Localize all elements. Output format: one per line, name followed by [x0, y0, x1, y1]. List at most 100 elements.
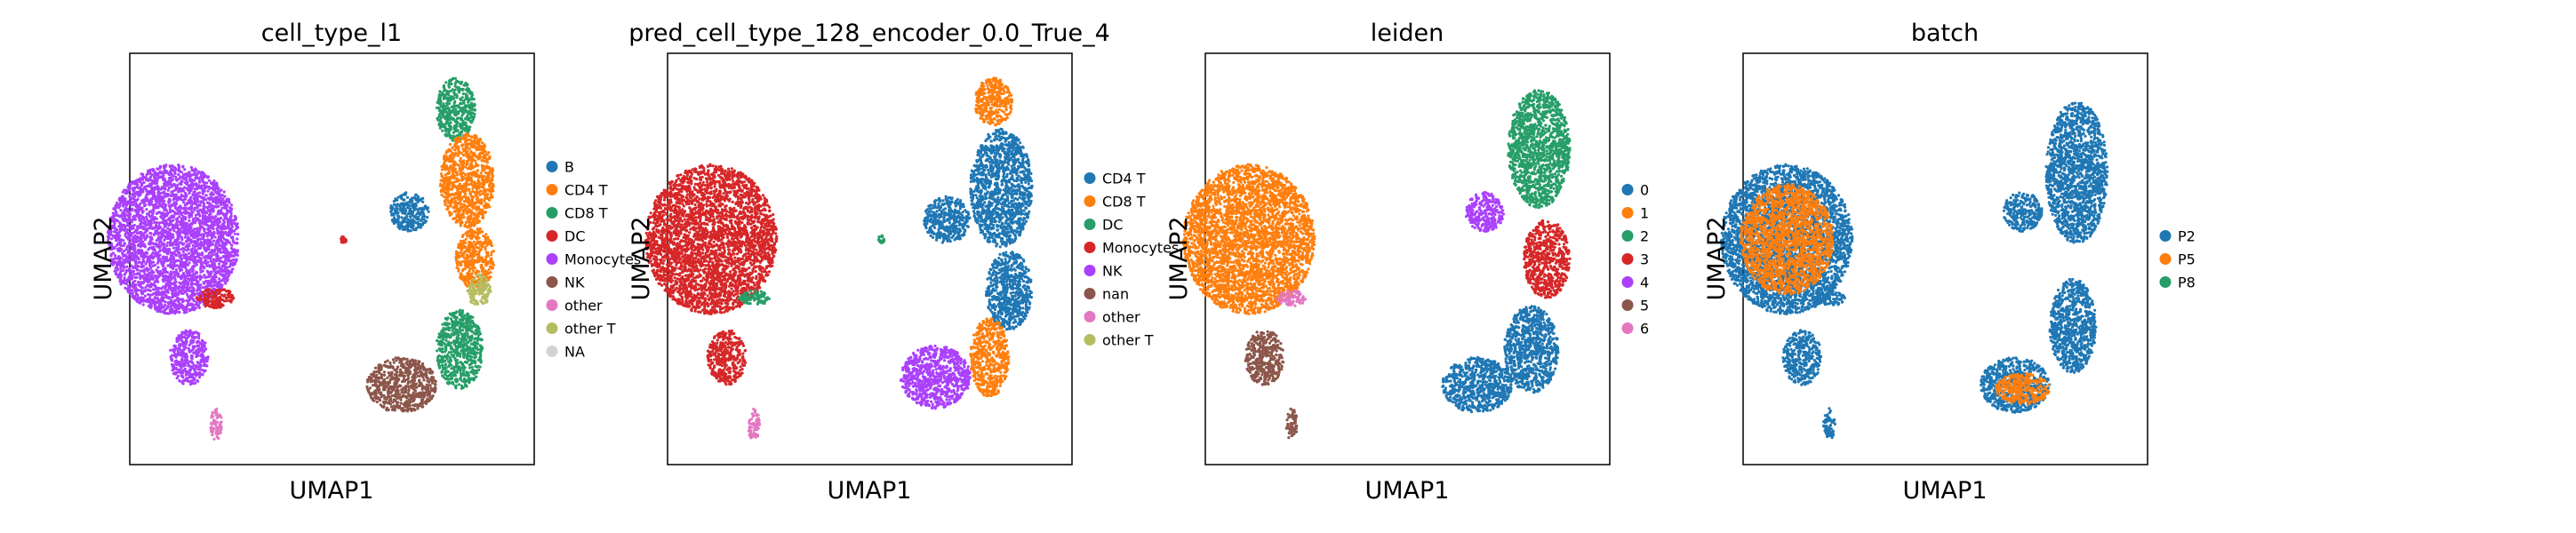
data-point	[181, 342, 185, 346]
data-point	[163, 250, 166, 254]
data-point	[123, 261, 127, 265]
data-point	[235, 242, 238, 245]
data-point	[454, 80, 458, 84]
data-point	[209, 282, 212, 286]
data-point	[141, 210, 145, 213]
data-point	[149, 282, 153, 285]
data-point	[120, 214, 124, 218]
data-point	[194, 201, 198, 204]
data-point	[155, 186, 158, 189]
data-point	[172, 174, 175, 178]
data-point	[139, 179, 142, 182]
data-point	[159, 239, 163, 243]
data-point	[126, 207, 130, 211]
data-point	[124, 232, 127, 235]
data-point	[436, 106, 440, 109]
data-point	[203, 240, 206, 243]
data-point	[220, 293, 224, 297]
data-point	[213, 409, 217, 412]
data-point	[188, 364, 191, 368]
data-point	[218, 423, 221, 426]
data-point	[221, 212, 225, 216]
data-point	[466, 114, 469, 117]
data-point	[220, 256, 223, 259]
data-point	[141, 282, 145, 285]
data-point	[195, 174, 198, 178]
data-point	[172, 266, 175, 271]
data-point	[219, 209, 223, 212]
data-point	[132, 281, 135, 284]
data-point	[468, 99, 471, 102]
data-point	[196, 344, 199, 347]
data-point	[190, 187, 194, 190]
data-point	[230, 263, 235, 266]
data-point	[156, 206, 160, 210]
data-point	[169, 172, 172, 176]
data-point	[152, 205, 156, 209]
data-point	[191, 254, 195, 258]
data-point	[185, 354, 188, 358]
data-point	[185, 210, 188, 213]
data-point	[153, 216, 156, 219]
data-point	[158, 246, 162, 250]
data-point	[203, 301, 207, 305]
data-point	[449, 95, 452, 99]
data-point	[135, 237, 139, 241]
data-point	[194, 213, 197, 217]
data-point	[216, 257, 220, 260]
data-point	[145, 179, 148, 182]
data-point	[461, 120, 465, 123]
data-point	[145, 266, 148, 270]
data-point	[170, 236, 173, 240]
data-point	[117, 206, 121, 210]
data-point	[134, 259, 138, 263]
data-point	[447, 102, 452, 106]
data-point	[155, 290, 158, 295]
data-point	[131, 226, 134, 229]
data-point	[117, 259, 122, 262]
data-point	[187, 184, 190, 187]
data-point	[135, 275, 139, 279]
data-point	[153, 274, 157, 278]
data-point	[452, 101, 456, 105]
data-point	[217, 289, 220, 292]
data-point	[179, 235, 182, 238]
data-point	[203, 286, 206, 290]
data-point	[192, 287, 196, 290]
data-point	[177, 259, 180, 262]
data-point	[211, 410, 214, 414]
data-point	[149, 254, 153, 258]
data-point	[453, 76, 457, 80]
data-point	[172, 183, 175, 187]
data-point	[447, 109, 451, 113]
data-point	[489, 193, 493, 196]
data-point	[198, 176, 202, 179]
data-point	[116, 203, 119, 207]
data-point	[210, 430, 213, 434]
data-point	[228, 216, 232, 219]
data-point	[133, 298, 137, 301]
data-point	[194, 381, 197, 385]
data-point	[455, 129, 459, 133]
data-point	[188, 206, 191, 210]
data-point	[212, 227, 215, 231]
data-point	[487, 185, 492, 188]
data-point	[472, 97, 476, 101]
data-point	[193, 369, 196, 372]
data-point	[150, 274, 154, 277]
data-point	[173, 204, 177, 208]
data-point	[481, 141, 484, 145]
data-point	[189, 283, 194, 287]
data-point	[150, 226, 154, 229]
data-point	[215, 202, 219, 205]
data-point	[122, 239, 125, 243]
data-point	[174, 268, 178, 272]
data-point	[139, 277, 142, 281]
data-point	[195, 373, 198, 377]
data-point	[123, 219, 126, 222]
data-point	[207, 246, 211, 250]
data-point	[198, 294, 202, 298]
data-point	[194, 219, 197, 223]
data-point	[220, 265, 224, 268]
data-point	[210, 236, 213, 240]
